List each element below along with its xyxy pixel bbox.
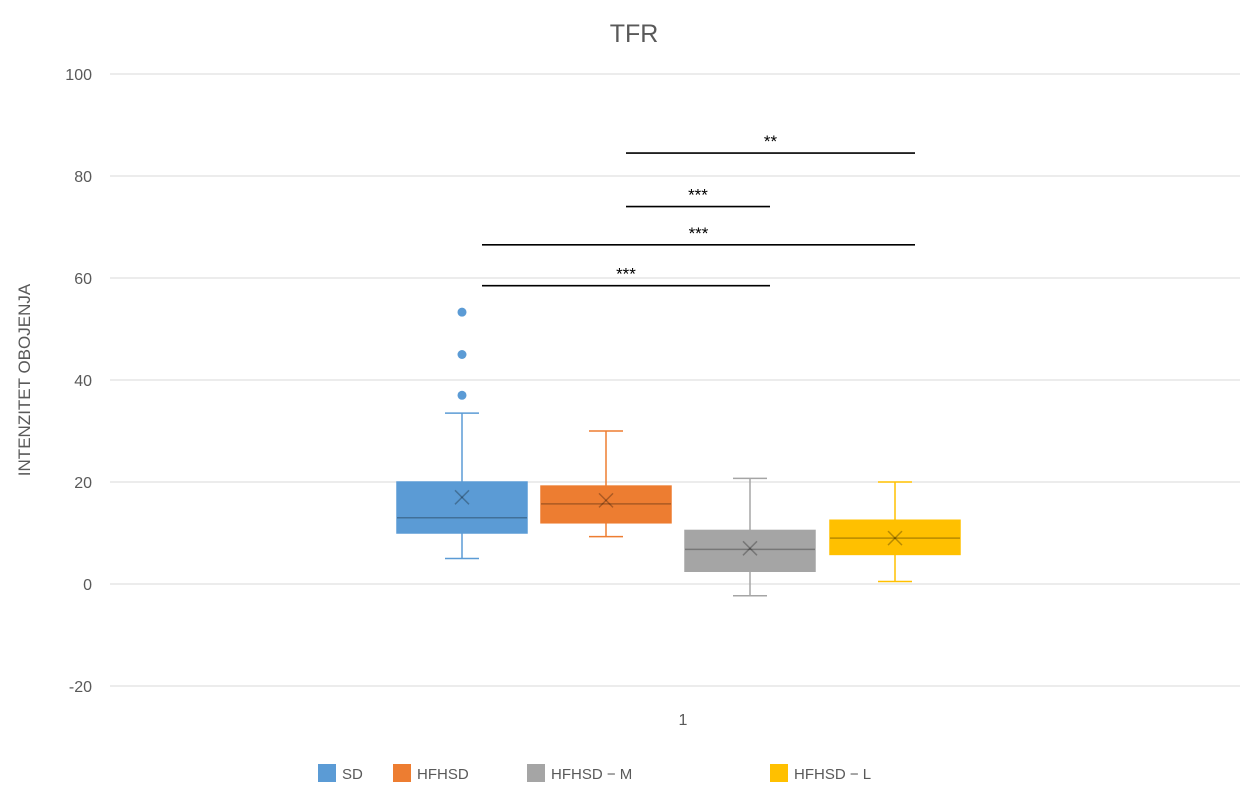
y-tick-labels: -20 0 20 40 60 80 100 <box>65 67 92 696</box>
outlier-point <box>457 390 467 400</box>
legend-swatch <box>770 764 788 782</box>
x-tick-label: 1 <box>679 712 688 729</box>
x-tick-labels: 1 <box>679 712 688 729</box>
legend-item-2: HFHSD − M <box>527 764 632 783</box>
legend-item-0: SD <box>318 764 363 783</box>
y-tick-label: 60 <box>74 271 92 288</box>
mean-marker <box>598 492 614 508</box>
mean-marker <box>454 489 470 505</box>
y-tick-label: 100 <box>65 67 92 84</box>
box-series-1 <box>540 430 672 538</box>
box <box>829 519 961 556</box>
legend-swatch <box>393 764 411 782</box>
legend: SD HFHSD HFHSD − M HFHSD − L <box>318 764 871 783</box>
box-series-0 <box>396 307 528 560</box>
mean-marker <box>454 489 470 505</box>
significance-label: ** <box>764 132 778 151</box>
box-series <box>396 307 961 597</box>
box <box>396 481 528 534</box>
y-tick-label: -20 <box>69 679 92 696</box>
legend-label: HFHSD <box>417 766 469 783</box>
mean-marker <box>887 530 903 546</box>
legend-swatch <box>527 764 545 782</box>
outlier-point <box>457 307 467 317</box>
significance-bars: *********** <box>482 132 915 287</box>
box-series-2 <box>684 477 816 597</box>
chart-title: TFR <box>610 20 659 48</box>
grid-lines <box>110 73 1240 687</box>
legend-label: SD <box>342 766 363 783</box>
legend-label: HFHSD − M <box>551 766 632 783</box>
mean-marker <box>742 540 758 556</box>
significance-label: *** <box>688 186 708 205</box>
y-axis-label: INTENZITET OBOJENJA <box>15 283 34 476</box>
mean-marker <box>887 530 903 546</box>
y-tick-label: 80 <box>74 169 92 186</box>
y-tick-label: 40 <box>74 373 92 390</box>
legend-label: HFHSD − L <box>794 766 871 783</box>
mean-marker <box>598 492 614 508</box>
y-tick-label: 20 <box>74 475 92 492</box>
outlier-point <box>457 350 467 359</box>
y-tick-label: 0 <box>83 577 92 594</box>
legend-item-1: HFHSD <box>393 764 469 783</box>
mean-marker <box>742 540 758 556</box>
legend-swatch <box>318 764 336 782</box>
significance-label: *** <box>689 224 709 243</box>
significance-label: *** <box>616 265 636 284</box>
box-series-3 <box>829 481 961 583</box>
legend-item-3: HFHSD − L <box>770 764 871 783</box>
box <box>540 485 672 524</box>
box <box>684 529 816 573</box>
